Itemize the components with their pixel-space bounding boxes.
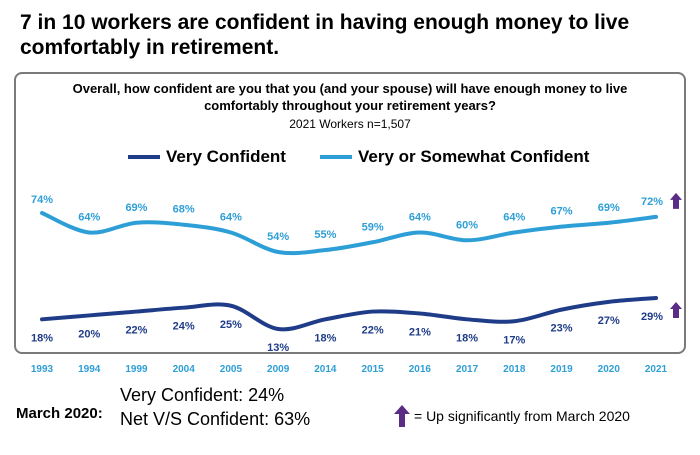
chart-legend: Very Confident Very or Somewhat Confiden… <box>128 147 623 167</box>
x-tick-label: 2005 <box>220 364 243 375</box>
data-label: 69% <box>125 202 147 214</box>
data-label: 18% <box>314 332 336 344</box>
data-label: 74% <box>31 194 53 206</box>
x-tick-label: 2016 <box>409 364 432 375</box>
legend-swatch-very-confident <box>128 155 160 159</box>
legend-label-very-or-somewhat: Very or Somewhat Confident <box>357 147 590 166</box>
series-line-very-confident <box>40 296 658 332</box>
significance-note: = Up significantly from March 2020 <box>394 405 630 427</box>
legend-item-very-confident: Very Confident <box>128 147 286 167</box>
data-label: 69% <box>598 202 620 214</box>
data-label: 54% <box>267 231 289 243</box>
x-tick-label: 1999 <box>125 364 148 375</box>
x-tick-label: 2020 <box>598 364 621 375</box>
x-tick-label: 2004 <box>173 364 196 375</box>
x-tick-label: 2018 <box>503 364 526 375</box>
data-label: 72% <box>641 196 663 208</box>
data-label: 64% <box>220 212 242 224</box>
data-label: 55% <box>314 229 336 241</box>
data-label: 23% <box>551 323 573 335</box>
data-label: 20% <box>78 328 100 340</box>
legend-label-very-confident: Very Confident <box>166 147 286 166</box>
x-tick-label: 1994 <box>78 364 101 375</box>
headline: 7 in 10 workers are confident in having … <box>20 11 630 59</box>
march-2020-net-confident: Net V/S Confident: 63% <box>120 409 311 429</box>
legend-item-very-or-somewhat: Very or Somewhat Confident <box>319 147 590 167</box>
data-label: 18% <box>31 332 53 344</box>
data-label: 64% <box>503 212 525 224</box>
data-label: 59% <box>362 221 384 233</box>
x-tick-label: 2015 <box>361 364 384 375</box>
x-tick-label: 1993 <box>31 364 54 375</box>
data-label: 64% <box>78 212 100 224</box>
chart-frame <box>14 72 686 354</box>
data-label: 24% <box>173 321 195 333</box>
data-label: 21% <box>409 327 431 339</box>
data-label: 60% <box>456 219 478 231</box>
up-arrow-icon <box>670 302 682 318</box>
sample-size: 2021 Workers n=1,507 <box>289 117 411 131</box>
significance-note-text: = Up significantly from March 2020 <box>414 408 630 424</box>
legend-swatch-very-or-somewhat <box>319 155 352 159</box>
x-tick-label: 2019 <box>550 364 573 375</box>
data-label: 25% <box>220 319 242 331</box>
data-label: 17% <box>503 334 525 346</box>
data-label: 67% <box>551 206 573 218</box>
data-label: 13% <box>267 342 289 354</box>
data-label: 18% <box>456 332 478 344</box>
x-tick-label: 2014 <box>314 364 337 375</box>
x-tick-label: 2009 <box>267 364 290 375</box>
x-tick-label: 2017 <box>456 364 479 375</box>
data-label: 29% <box>641 311 663 323</box>
x-tick-label: 2021 <box>645 364 668 375</box>
march-2020-very-confident: Very Confident: 24% <box>120 385 285 405</box>
data-label: 68% <box>173 204 195 216</box>
series-line-very-or-somewhat <box>40 211 658 256</box>
up-arrow-icon <box>670 192 682 209</box>
data-label: 27% <box>598 315 620 327</box>
march-2020-values: Very Confident: 24% Net V/S Confident: 6… <box>120 383 310 431</box>
chart-question: Overall, how confident are you that you … <box>72 81 628 113</box>
march-2020-label: March 2020: <box>16 405 103 422</box>
data-label: 22% <box>125 325 147 337</box>
data-label: 22% <box>362 325 384 337</box>
up-arrow-icon <box>394 405 410 427</box>
data-label: 64% <box>409 212 431 224</box>
